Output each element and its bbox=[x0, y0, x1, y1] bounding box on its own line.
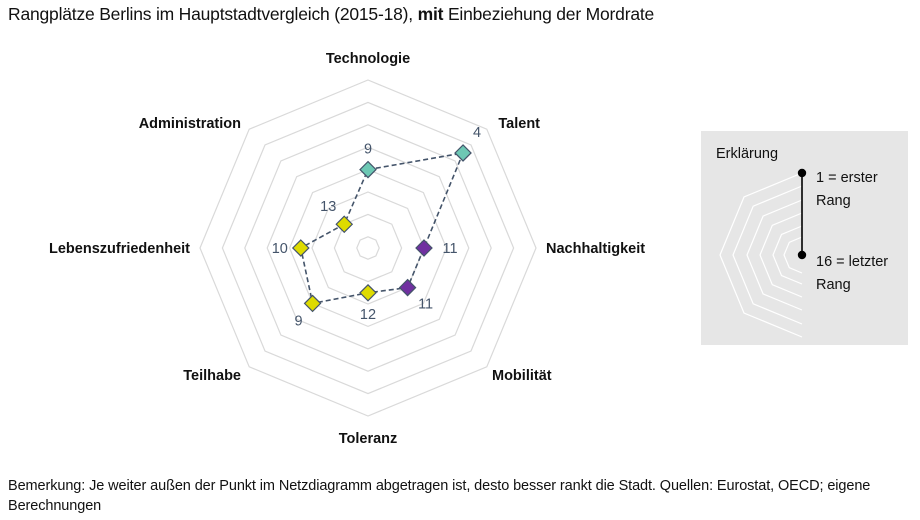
axis-label-technologie: Technologie bbox=[326, 51, 410, 67]
chart-title: Rangplätze Berlins im Hauptstadtvergleic… bbox=[8, 4, 654, 25]
legend-box: Erklärung 1 = erster Rang 16 = letzter R… bbox=[701, 131, 908, 345]
axis-labels: Technologie Talent Nachhaltigkeit Mobilität… bbox=[49, 51, 645, 447]
grid-ring-rank-9 bbox=[288, 168, 448, 328]
value-label-talent: 4 bbox=[473, 125, 481, 141]
axis-label-nachhaltigkeit: Nachhaltigkeit bbox=[546, 241, 645, 257]
grid-ring-rank-15 bbox=[356, 236, 380, 260]
value-label-lebenszufriedenheit: 10 bbox=[272, 241, 288, 257]
axis-label-teilhabe: Teilhabe bbox=[183, 368, 241, 384]
series-berlin bbox=[291, 144, 472, 313]
title-part2: Einbeziehung der Mordrate bbox=[443, 4, 655, 24]
value-label-technologie: 9 bbox=[364, 142, 372, 158]
legend-ring-1 bbox=[732, 185, 803, 325]
marker-administration bbox=[335, 215, 354, 234]
value-label-nachhaltigkeit: 11 bbox=[442, 241, 457, 257]
axis-label-toleranz: Toleranz bbox=[339, 431, 398, 447]
radar-grid bbox=[199, 79, 537, 417]
marker-lebenszufriedenheit bbox=[291, 239, 310, 257]
legend-ring-4 bbox=[772, 225, 803, 285]
grid-ring-rank-11 bbox=[311, 191, 425, 305]
radar-chart: Technologie Talent Nachhaltigkeit Mobilität… bbox=[49, 51, 908, 447]
legend-last-line2: Rang bbox=[816, 277, 851, 293]
value-label-mobilität: 11 bbox=[418, 297, 433, 313]
legend-rings bbox=[719, 172, 803, 338]
marker-teilhabe bbox=[303, 294, 322, 313]
axis-label-administration: Administration bbox=[139, 116, 241, 132]
grid-ring-rank-1 bbox=[199, 79, 537, 417]
grid-ring-rank-13 bbox=[333, 213, 403, 283]
marker-toleranz bbox=[359, 283, 377, 302]
legend-ring-5 bbox=[783, 236, 803, 274]
marker-nachhaltigkeit bbox=[415, 239, 433, 257]
axis-label-talent: Talent bbox=[498, 116, 540, 132]
value-labels: 9 4 11 11 12 9 10 13 bbox=[272, 125, 481, 329]
legend-dot-first bbox=[797, 168, 807, 178]
marker-mobilität bbox=[398, 278, 417, 297]
grid-ring-rank-7 bbox=[266, 146, 470, 350]
value-label-teilhabe: 9 bbox=[295, 313, 303, 329]
legend-first-line2: Rang bbox=[816, 193, 851, 209]
marker-talent bbox=[454, 144, 472, 162]
value-label-toleranz: 12 bbox=[360, 307, 376, 323]
legend-ring-3 bbox=[759, 212, 803, 298]
axis-label-mobilität: Mobilität bbox=[492, 368, 552, 384]
title-bold: mit bbox=[417, 4, 444, 24]
legend-first-line1: 1 = erster bbox=[816, 170, 878, 186]
footnote: Bemerkung: Je weiter außen der Punkt im … bbox=[8, 478, 871, 514]
axis-label-lebenszufriedenheit: Lebenszufriedenheit bbox=[49, 241, 190, 257]
legend-last-line1: 16 = letzter bbox=[816, 254, 888, 270]
value-label-administration: 13 bbox=[320, 199, 336, 215]
legend-background bbox=[701, 131, 908, 345]
legend-title: Erklärung bbox=[716, 146, 778, 162]
title-part1: Rangplätze Berlins im Hauptstadtvergleic… bbox=[8, 4, 418, 24]
grid-ring-rank-5 bbox=[244, 124, 492, 372]
legend-ring-2 bbox=[746, 199, 803, 311]
legend-dot-last bbox=[797, 250, 807, 260]
legend-ring-0 bbox=[719, 172, 803, 338]
marker-technologie bbox=[359, 160, 377, 179]
grid-ring-rank-3 bbox=[221, 101, 515, 395]
